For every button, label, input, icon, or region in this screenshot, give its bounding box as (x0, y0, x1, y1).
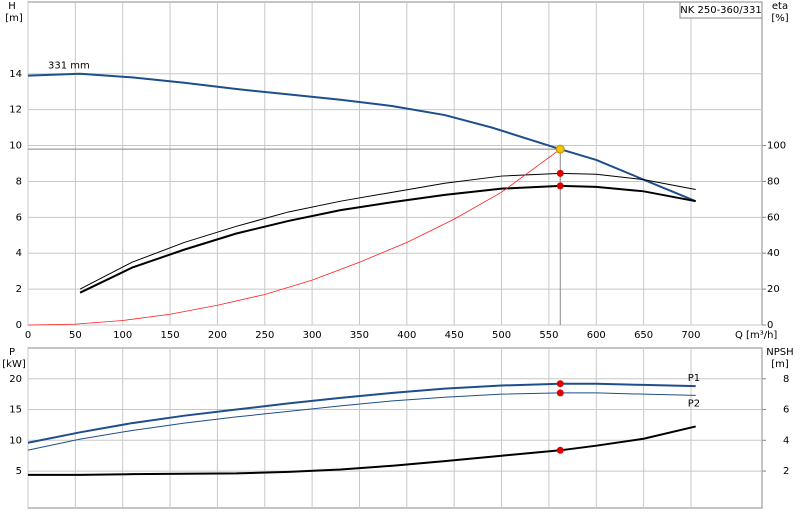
y-tick-label: 10 (9, 435, 22, 446)
y-axis-unit: [kW] (2, 359, 26, 370)
y-tick-label: 2 (16, 284, 22, 295)
x-tick-label: 0 (25, 330, 31, 341)
x-axis-label: Q [m³/h] (735, 330, 777, 341)
y-tick-label: 14 (9, 69, 22, 80)
duty-point (555, 144, 565, 154)
y2-tick-label: 6 (783, 405, 789, 416)
y-axis-label: P (9, 347, 15, 358)
series-line (27, 392, 696, 451)
x-tick-label: 700 (681, 330, 700, 341)
series-label: P1 (688, 373, 700, 384)
y-tick-label: 15 (9, 405, 22, 416)
y2-tick-label: 60 (767, 212, 780, 223)
y2-tick-label: 80 (767, 176, 780, 187)
y-tick-label: 0 (16, 320, 22, 331)
duty-marker (556, 389, 564, 397)
y2-tick-label: 20 (767, 284, 780, 295)
y2-tick-label: 0 (767, 320, 773, 331)
y2-axis-label: NPSH (766, 347, 793, 358)
curve-annotation: 331 mm (48, 61, 90, 72)
x-tick-label: 500 (492, 330, 511, 341)
y2-tick-label: 8 (783, 374, 789, 385)
x-tick-label: 150 (161, 330, 180, 341)
x-tick-label: 550 (539, 330, 558, 341)
y-tick-label: 12 (9, 105, 22, 116)
series-line (27, 148, 561, 326)
plot-area (27, 347, 763, 509)
duty-marker (556, 446, 564, 454)
series-line (27, 72, 697, 203)
plot-area (27, 1, 763, 326)
series-label: P2 (688, 398, 700, 409)
series-line (79, 184, 696, 294)
y-tick-label: 20 (9, 374, 22, 385)
x-tick-label: 450 (445, 330, 464, 341)
x-tick-label: 50 (69, 330, 82, 341)
y2-tick-label: 100 (767, 141, 786, 152)
y2-axis-unit: [m] (771, 359, 789, 370)
x-tick-label: 300 (303, 330, 322, 341)
x-tick-label: 200 (208, 330, 227, 341)
x-tick-label: 250 (255, 330, 274, 341)
y-tick-label: 8 (16, 176, 22, 187)
y-tick-label: 6 (16, 212, 22, 223)
y2-axis-unit: [%] (771, 13, 788, 24)
y-tick-label: 4 (16, 248, 22, 259)
y2-axis-label: eta (772, 1, 788, 12)
legend-label: NK 250-360/331 (680, 5, 761, 16)
y-axis-unit: [m] (5, 13, 23, 24)
x-tick-label: 100 (113, 330, 132, 341)
y2-tick-label: 4 (783, 435, 789, 446)
duty-marker (556, 169, 564, 177)
y2-tick-label: 40 (767, 248, 780, 259)
x-tick-label: 650 (634, 330, 653, 341)
y2-tick-label: 2 (783, 466, 789, 477)
series-line (79, 172, 696, 290)
series-line (27, 382, 696, 444)
y-axis-label: H (8, 1, 16, 12)
x-tick-label: 600 (587, 330, 606, 341)
duty-marker (556, 380, 564, 388)
y-tick-label: 10 (9, 141, 22, 152)
series-line (28, 425, 696, 476)
y-tick-label: 5 (16, 466, 22, 477)
duty-marker (556, 182, 564, 190)
legend-box (679, 1, 763, 19)
x-tick-label: 400 (397, 330, 416, 341)
x-tick-label: 350 (350, 330, 369, 341)
